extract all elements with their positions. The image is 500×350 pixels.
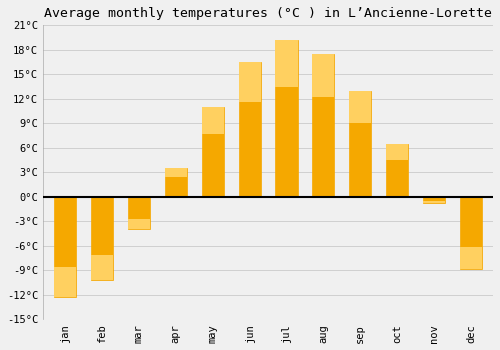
Bar: [312, 54, 334, 197]
Bar: [238, 62, 260, 103]
Bar: [91, 197, 113, 280]
Bar: [128, 219, 150, 229]
Title: Average monthly temperatures (°C ) in L’Ancienne-Lorette: Average monthly temperatures (°C ) in L’…: [44, 7, 492, 20]
Bar: [54, 197, 76, 296]
Bar: [202, 107, 224, 134]
Bar: [460, 247, 482, 269]
Bar: [276, 40, 297, 87]
Bar: [165, 168, 187, 197]
Bar: [312, 54, 334, 97]
Bar: [386, 144, 408, 197]
Bar: [423, 201, 445, 203]
Bar: [54, 267, 76, 296]
Bar: [91, 255, 113, 280]
Bar: [238, 62, 260, 197]
Bar: [349, 91, 372, 122]
Bar: [276, 40, 297, 197]
Bar: [460, 197, 482, 269]
Bar: [202, 107, 224, 197]
Bar: [386, 144, 408, 160]
Bar: [128, 197, 150, 229]
Bar: [423, 197, 445, 203]
Bar: [349, 91, 372, 197]
Bar: [165, 168, 187, 177]
